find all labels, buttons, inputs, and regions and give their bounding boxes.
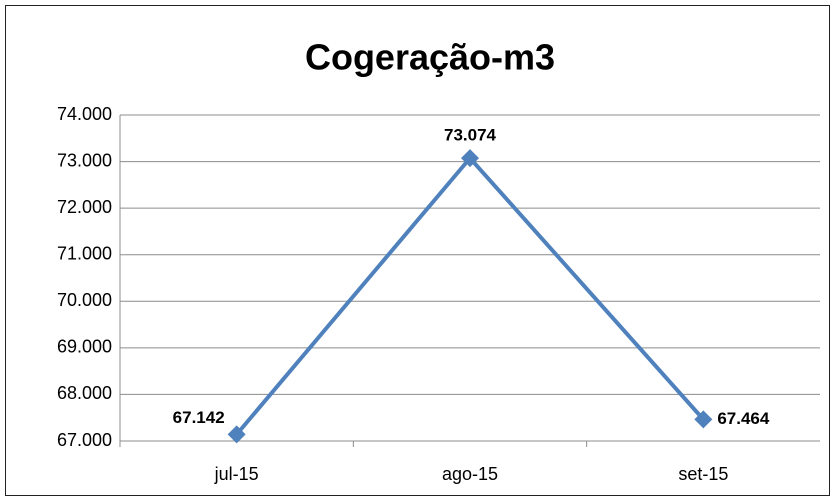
y-tick-label: 70.000 xyxy=(57,290,112,310)
marker xyxy=(694,410,713,429)
x-tick-label: ago-15 xyxy=(442,464,498,484)
y-tick-label: 72.000 xyxy=(57,197,112,217)
chart-title: Cogeração-m3 xyxy=(305,37,555,78)
x-tick-label: set-15 xyxy=(678,464,728,484)
y-tick-label: 69.000 xyxy=(57,337,112,357)
y-tick-label: 67.000 xyxy=(57,430,112,450)
marker xyxy=(227,425,246,444)
x-tick-label: jul-15 xyxy=(214,464,259,484)
marker xyxy=(461,149,479,168)
y-tick-label: 71.000 xyxy=(57,243,112,263)
y-tick-label: 73.000 xyxy=(57,150,112,170)
data-label: 67.464 xyxy=(717,409,770,428)
y-tick-label: 68.000 xyxy=(57,383,112,403)
data-label: 73.074 xyxy=(444,126,497,145)
y-tick-label: 74.000 xyxy=(57,104,112,124)
data-label: 67.142 xyxy=(173,408,225,427)
chart-border xyxy=(5,5,830,496)
